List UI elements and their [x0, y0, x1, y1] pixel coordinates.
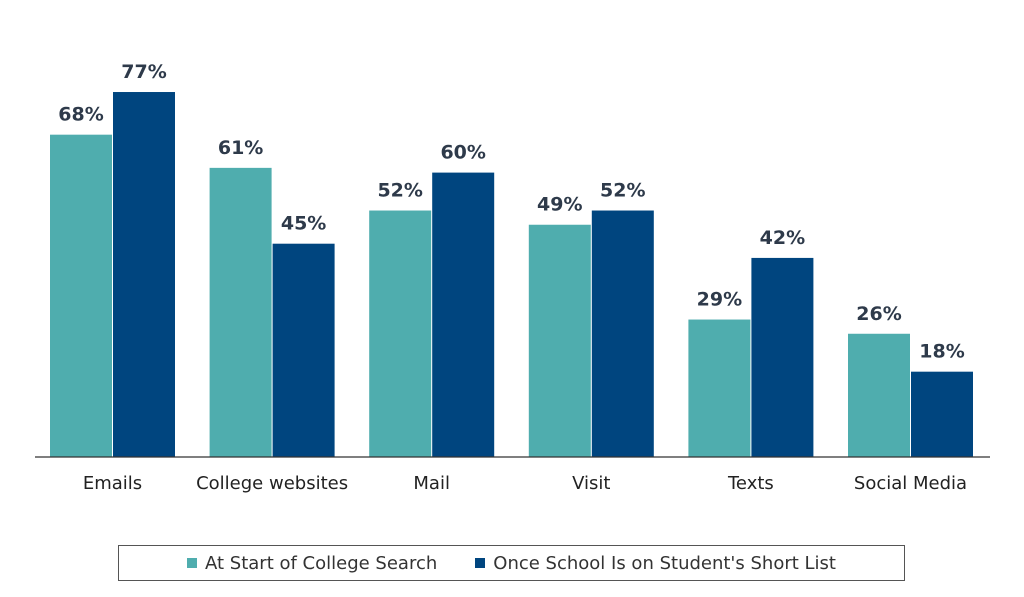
bar-visit-series-2: [591, 210, 654, 457]
bar-mail-series-2: [432, 172, 495, 457]
value-label-college-websites-series-1: 61%: [218, 137, 263, 159]
value-label-visit-series-1: 49%: [537, 194, 582, 216]
value-label-texts-series-2: 42%: [760, 227, 805, 249]
category-label-texts: Texts: [727, 473, 774, 494]
value-label-mail-series-1: 52%: [377, 180, 422, 202]
bar-texts-series-1: [688, 319, 751, 457]
bar-emails-series-2: [113, 92, 175, 458]
bar-college-websites-series-1: [209, 167, 272, 458]
value-label-emails-series-1: 68%: [58, 104, 103, 126]
category-label-college-websites: College websites: [196, 473, 348, 494]
value-labels-group: 68% 77% 61% 45% 52% 60% 49% 52% 29% 42% 26% 18%: [58, 61, 964, 363]
value-label-college-websites-series-2: 45%: [281, 213, 326, 235]
bar-texts-series-2: [751, 257, 814, 457]
bar-mail-series-1: [369, 210, 432, 457]
category-label-mail: Mail: [413, 473, 450, 494]
legend-swatch-series-1: [187, 558, 198, 568]
value-label-emails-series-2: 77%: [121, 61, 166, 83]
category-label-social-media: Social Media: [854, 473, 967, 494]
value-label-social-media-series-1: 26%: [856, 303, 901, 325]
legend-item-series-2: Once School Is on Student's Short List: [475, 553, 836, 574]
bar-visit-series-1: [528, 224, 591, 457]
bar-social-media-series-1: [848, 333, 910, 457]
bar-college-websites-series-2: [272, 243, 335, 457]
legend: At Start of College Search Once School I…: [118, 545, 905, 581]
bars-group: [50, 92, 973, 458]
value-label-social-media-series-2: 18%: [919, 341, 964, 363]
category-labels-group: Emails College websites Mail Visit Texts Soci…: [83, 473, 967, 494]
category-label-visit: Visit: [572, 473, 610, 494]
bar-social-media-series-2: [911, 371, 973, 457]
legend-label-series-2: Once School Is on Student's Short List: [493, 552, 836, 574]
legend-swatch-series-2: [475, 558, 486, 568]
bar-emails-series-1: [50, 134, 112, 457]
bar-chart: 68% 77% 61% 45% 52% 60% 49% 52% 29% 42% 26% 18% Ema…: [35, 61, 990, 494]
legend-label-series-1: At Start of College Search: [205, 552, 438, 574]
category-label-emails: Emails: [83, 473, 142, 494]
value-label-visit-series-2: 52%: [600, 180, 645, 202]
value-label-texts-series-1: 29%: [697, 289, 742, 311]
value-label-mail-series-2: 60%: [440, 142, 485, 164]
legend-item-series-1: At Start of College Search: [187, 553, 437, 574]
